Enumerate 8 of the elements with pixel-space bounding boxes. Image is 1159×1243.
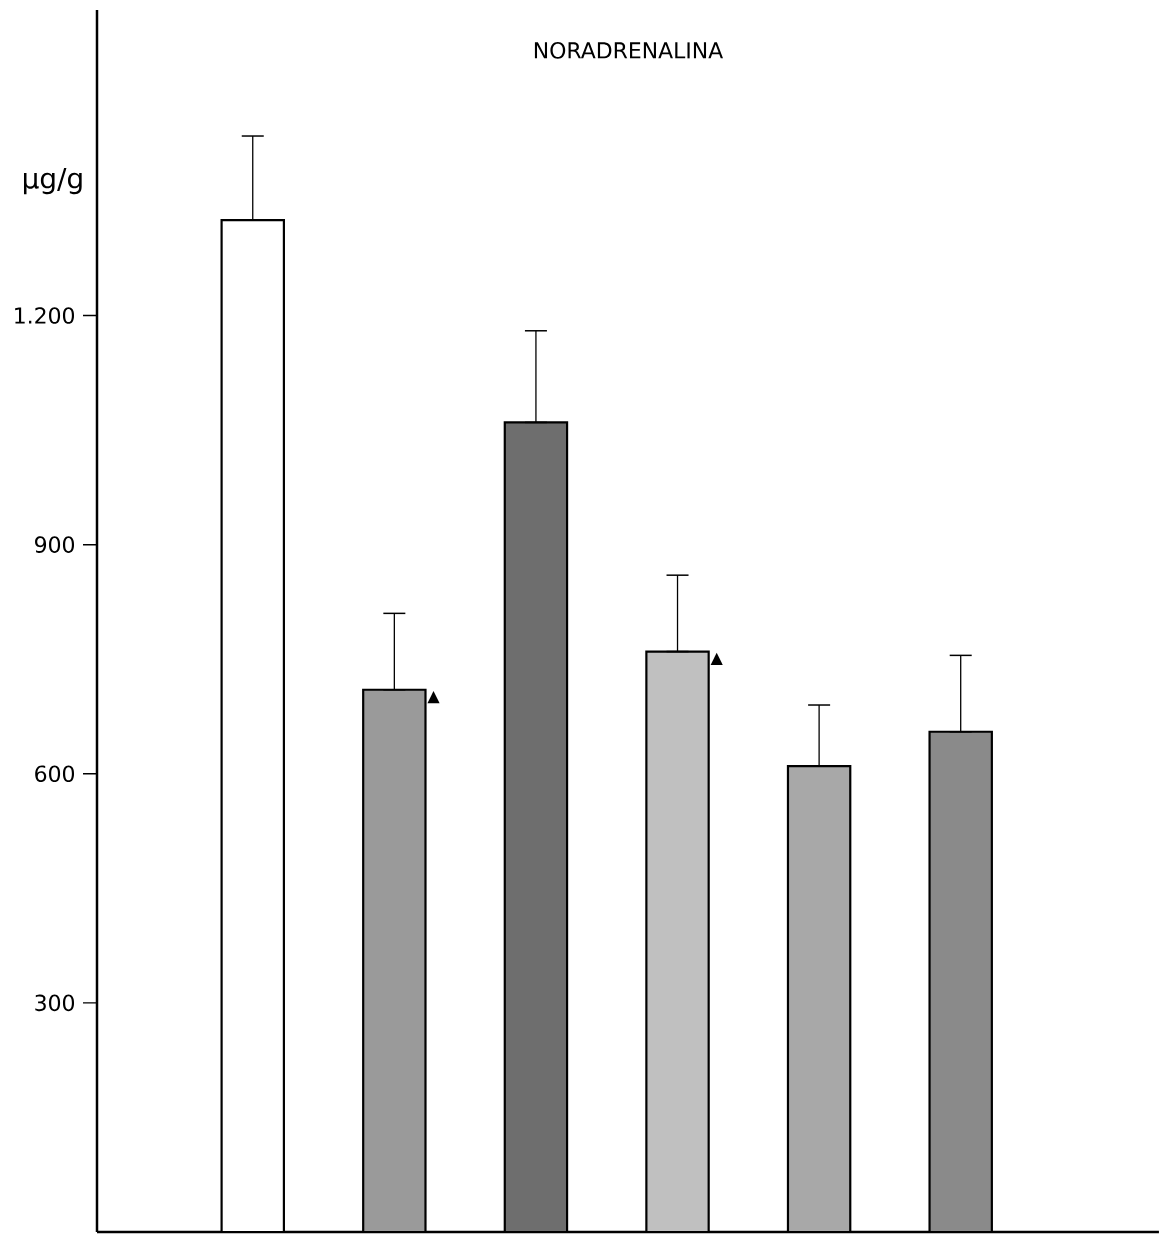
data-label: ▲ [710,652,723,665]
data-label: ▲ [427,690,440,704]
y-tick-label: 900 [35,536,75,553]
y-axis-title: μg/g [23,168,82,195]
y-tick-label: 1.200 [15,307,75,324]
y-tick-label: 600 [35,765,75,783]
y-tick-label: 300 [35,994,75,1012]
text: NORADRENALINA [534,42,723,59]
